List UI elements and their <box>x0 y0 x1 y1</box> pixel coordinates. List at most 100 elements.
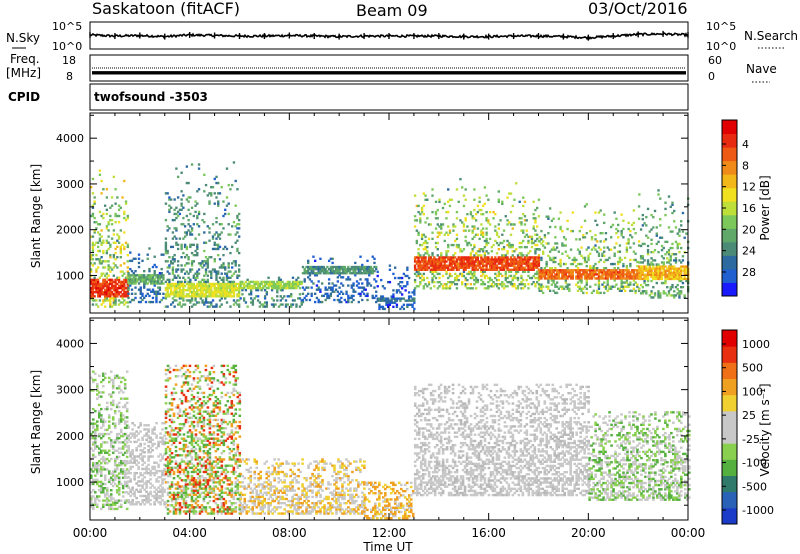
power-cell <box>413 225 417 228</box>
power-cell <box>548 250 552 253</box>
power-cell <box>103 204 107 207</box>
power-cell <box>455 243 459 247</box>
power-cell <box>267 276 270 279</box>
power-cell <box>674 267 678 270</box>
cpid-panel: CPID twofsound -3503 <box>8 83 689 111</box>
power-cell <box>402 307 406 311</box>
power-cell <box>192 276 196 279</box>
power-cell <box>173 288 176 292</box>
power-cell <box>422 192 425 195</box>
velocity-cell <box>95 505 99 509</box>
power-cell <box>652 265 655 268</box>
power-cell <box>196 291 199 294</box>
power-cell <box>196 247 199 251</box>
power-cell <box>348 296 352 300</box>
power-cell <box>112 299 116 302</box>
power-cell <box>331 288 334 291</box>
power-cell <box>307 269 310 273</box>
power-cell <box>431 264 434 267</box>
power-cell <box>109 270 112 273</box>
velocity-cell <box>101 491 105 494</box>
power-cell <box>100 288 103 292</box>
power-cell <box>119 286 122 290</box>
power-cell <box>415 262 419 265</box>
power-cell <box>599 231 602 235</box>
power-cell <box>91 293 95 296</box>
power-cell <box>561 242 564 245</box>
power-cell <box>203 278 206 282</box>
power-cell <box>431 272 434 276</box>
power-cell <box>618 260 622 264</box>
velocity-cell <box>143 424 146 427</box>
power-cell <box>196 270 199 273</box>
power-cell <box>485 264 488 267</box>
power-cell <box>469 272 473 276</box>
power-cell <box>527 241 530 245</box>
power-cell <box>231 280 234 284</box>
power-cell <box>182 303 185 306</box>
power-cell <box>220 223 223 226</box>
power-cell <box>197 288 201 292</box>
velocity-cell <box>149 474 152 477</box>
power-cell <box>455 266 459 269</box>
power-cell <box>224 291 227 294</box>
power-cell <box>527 274 530 278</box>
power-cell <box>409 303 413 306</box>
power-cell <box>336 267 340 271</box>
power-cell <box>678 269 681 272</box>
velocity-cell <box>147 424 150 427</box>
power-cell <box>204 297 208 300</box>
power-cell <box>151 265 155 269</box>
power-cell <box>127 282 130 285</box>
velocity-cell <box>97 464 101 467</box>
power-cell <box>543 271 547 274</box>
power-cell <box>150 300 153 304</box>
velocity-cell <box>99 461 103 465</box>
power-cell <box>227 276 230 279</box>
power-cell <box>175 229 178 232</box>
power-cell <box>175 216 178 220</box>
power-cell <box>238 268 241 271</box>
power-cell <box>148 300 151 304</box>
power-cell <box>646 248 650 252</box>
power-cell <box>625 248 629 251</box>
power-cell <box>492 217 495 220</box>
power-cell <box>160 280 163 283</box>
power-cell <box>256 280 260 284</box>
power-cell <box>415 274 419 278</box>
power-cell <box>459 250 462 253</box>
power-cell <box>436 272 439 276</box>
power-cell <box>497 270 500 274</box>
velocity-cell <box>123 484 127 488</box>
power-cell <box>530 266 534 269</box>
power-cell <box>107 282 110 286</box>
power-cell <box>497 278 500 282</box>
velocity-cell <box>163 478 166 481</box>
power-cell <box>511 264 514 267</box>
power-cell <box>102 272 105 275</box>
power-cell <box>601 273 604 276</box>
power-cell <box>562 271 566 274</box>
power-cell <box>100 260 103 263</box>
power-cell <box>568 287 571 290</box>
velocity-cell <box>103 407 107 411</box>
velocity-cell <box>117 405 121 409</box>
power-cell <box>515 272 518 276</box>
power-cell <box>601 277 604 280</box>
power-cell <box>431 258 434 261</box>
power-cell <box>601 231 604 235</box>
power-cell <box>218 288 222 292</box>
power-cell <box>469 264 473 267</box>
power-cell <box>307 272 310 275</box>
power-cell <box>132 298 135 302</box>
power-cell <box>520 268 523 271</box>
power-cell <box>248 282 251 286</box>
power-cell <box>629 289 632 293</box>
velocity-cell <box>147 457 150 460</box>
power-cell <box>327 286 331 289</box>
power-cell <box>537 262 541 265</box>
power-cell <box>130 298 134 302</box>
velocity-cell <box>93 461 97 465</box>
velocity-cell <box>164 501 168 505</box>
power-cell <box>646 207 650 211</box>
